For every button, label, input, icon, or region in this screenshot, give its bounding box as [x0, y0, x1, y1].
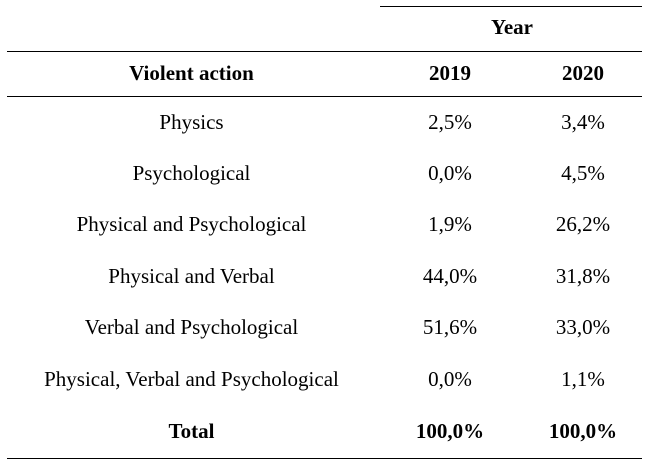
- row-action-label: Physical and Psychological: [76, 212, 307, 236]
- row-value-2020: 4,5%: [561, 161, 605, 185]
- header-bottom-rule: [7, 96, 642, 97]
- table-bottom-rule: [7, 458, 642, 459]
- row-value-2020: 1,1%: [561, 367, 605, 391]
- row-value-2019: 0,0%: [428, 367, 472, 391]
- total-value-2020: 100,0%: [548, 419, 618, 443]
- row-action-label: Verbal and Psychological: [84, 315, 299, 339]
- row-value-2020: 31,8%: [555, 264, 611, 288]
- column-header-2019: 2019: [429, 61, 471, 85]
- top-rule-year: [380, 6, 642, 7]
- row-value-2020: 33,0%: [555, 315, 611, 339]
- row-value-2020: 26,2%: [555, 212, 611, 236]
- header-top-rule: [7, 51, 642, 52]
- row-action-label: Physics: [159, 110, 224, 134]
- column-header-violent-action: Violent action: [129, 61, 254, 85]
- row-value-2020: 3,4%: [561, 110, 605, 134]
- row-action-label: Physical, Verbal and Psychological: [44, 367, 339, 391]
- column-header-2020: 2020: [562, 61, 604, 85]
- total-label: Total: [168, 419, 215, 443]
- row-action-label: Physical and Verbal: [108, 264, 275, 288]
- row-action-label: Psychological: [132, 161, 251, 185]
- row-value-2019: 0,0%: [428, 161, 472, 185]
- row-value-2019: 44,0%: [422, 264, 478, 288]
- year-group-header: Year: [491, 15, 533, 39]
- row-value-2019: 2,5%: [428, 110, 472, 134]
- row-value-2019: 1,9%: [428, 212, 472, 236]
- total-value-2019: 100,0%: [415, 419, 485, 443]
- row-value-2019: 51,6%: [422, 315, 478, 339]
